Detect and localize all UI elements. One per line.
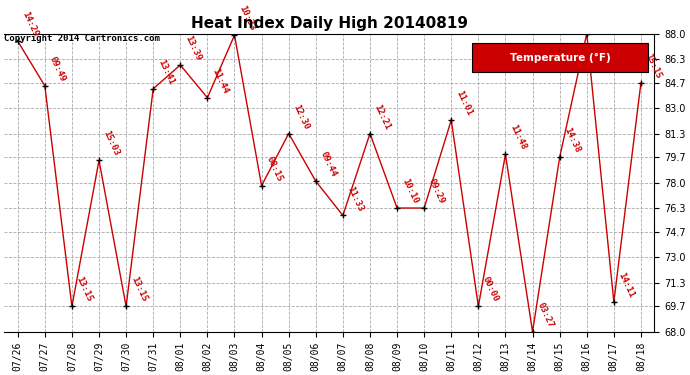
Text: 14:11: 14:11: [617, 271, 636, 299]
Text: 13:39: 13:39: [183, 34, 203, 62]
Text: 12:21: 12:21: [373, 103, 392, 131]
Text: 13:15: 13:15: [75, 276, 95, 304]
Title: Heat Index Daily High 20140819: Heat Index Daily High 20140819: [191, 16, 468, 31]
Text: 11:48: 11:48: [509, 123, 528, 152]
Text: 14:29: 14:29: [21, 10, 40, 38]
Text: 03:27: 03:27: [535, 301, 555, 329]
Text: Copyright 2014 Cartronics.com: Copyright 2014 Cartronics.com: [4, 34, 160, 43]
FancyBboxPatch shape: [473, 43, 648, 72]
Text: 09:29: 09:29: [427, 177, 446, 205]
Text: 11:01: 11:01: [454, 89, 473, 117]
Text: 15:15: 15:15: [644, 52, 663, 80]
Text: 12:30: 12:30: [291, 103, 311, 131]
Text: 10:10: 10:10: [400, 177, 420, 205]
Text: 08:15: 08:15: [264, 155, 284, 183]
Text: 11:44: 11:44: [210, 67, 230, 95]
Text: 14:38: 14:38: [562, 126, 582, 154]
Text: 00:00: 00:00: [481, 276, 501, 304]
Text: 10:33: 10:33: [237, 4, 257, 32]
Text: 09:49: 09:49: [48, 55, 67, 83]
Text: 13:15: 13:15: [129, 276, 148, 304]
Text: 13:41: 13:41: [156, 58, 175, 86]
Text: 09:44: 09:44: [319, 150, 338, 178]
Text: Temperature (°F): Temperature (°F): [510, 53, 611, 63]
Text: 15:03: 15:03: [102, 129, 121, 158]
Text: 11:33: 11:33: [346, 184, 365, 213]
